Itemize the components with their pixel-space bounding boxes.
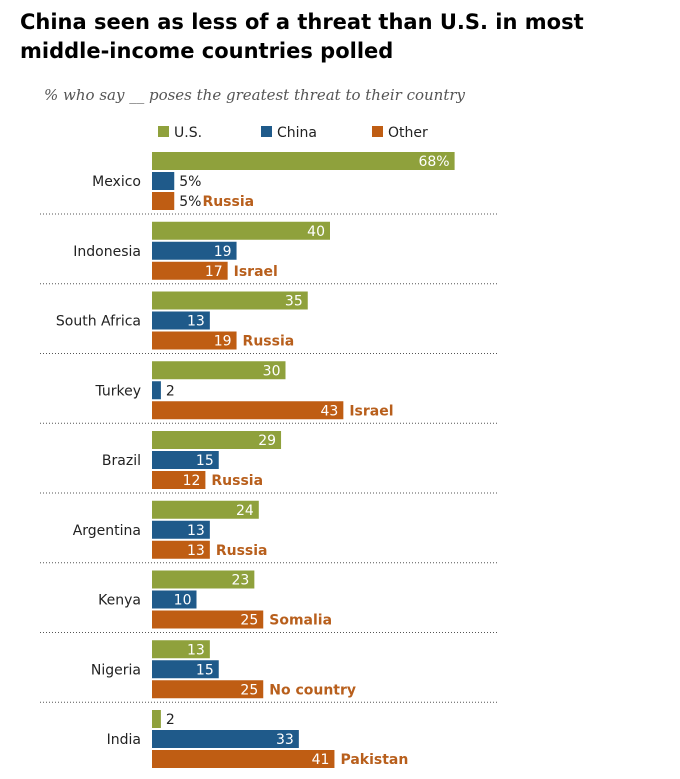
other-country-label: Israel xyxy=(234,264,278,280)
data-label: 13 xyxy=(187,314,205,330)
other-country-label: Russia xyxy=(211,473,263,489)
bar-china xyxy=(152,590,197,609)
legend-label-1: China xyxy=(277,125,317,141)
legend-swatch-0 xyxy=(158,126,169,137)
bar-other xyxy=(152,261,228,280)
country-label: Kenya xyxy=(98,593,141,609)
data-label: 12 xyxy=(183,473,201,489)
bar-other xyxy=(152,471,206,489)
data-label: 15 xyxy=(196,453,214,469)
data-label: 19 xyxy=(214,244,232,260)
chart-title: China seen as less of a threat than U.S.… xyxy=(20,10,584,63)
bar-other xyxy=(152,401,344,420)
other-country-label: Israel xyxy=(349,403,393,419)
country-label: South Africa xyxy=(56,314,141,330)
data-label: 43 xyxy=(321,403,339,419)
bar-us xyxy=(152,431,282,449)
bar-other xyxy=(152,610,264,629)
data-label: 68% xyxy=(418,154,449,170)
bar-china xyxy=(152,451,219,469)
bar-us xyxy=(152,221,330,240)
data-label: 35 xyxy=(285,294,303,310)
data-label: 17 xyxy=(205,264,223,280)
legend-swatch-2 xyxy=(372,126,383,137)
bar-other xyxy=(152,750,335,768)
other-country-label: Russia xyxy=(216,543,268,559)
bar-other xyxy=(152,192,175,210)
bar-china xyxy=(152,241,237,260)
data-label: 5% xyxy=(179,194,201,210)
bar-other xyxy=(152,540,210,559)
country-label: India xyxy=(107,732,141,748)
bar-china xyxy=(152,730,299,748)
chart-subtitle: % who say __ poses the greatest threat t… xyxy=(44,86,465,104)
bar-us xyxy=(152,291,308,310)
other-country-label: Pakistan xyxy=(340,752,408,768)
data-label: 13 xyxy=(187,523,205,539)
other-country-label: Russia xyxy=(202,194,254,210)
data-label: 13 xyxy=(187,642,205,658)
data-label: 19 xyxy=(214,334,232,350)
data-label: 5% xyxy=(179,174,201,190)
data-label: 29 xyxy=(258,433,276,449)
data-label: 41 xyxy=(312,752,330,768)
bar-other xyxy=(152,680,264,699)
legend-label-2: Other xyxy=(388,125,428,141)
data-label: 13 xyxy=(187,543,205,559)
data-label: 2 xyxy=(166,383,175,399)
bar-us xyxy=(152,152,455,170)
country-label: Brazil xyxy=(102,453,141,469)
country-label: Nigeria xyxy=(91,662,141,678)
legend-swatch-1 xyxy=(261,126,272,137)
bar-us xyxy=(152,710,161,728)
country-label: Indonesia xyxy=(73,244,141,260)
bar-us xyxy=(152,570,255,589)
data-label: 25 xyxy=(240,682,258,698)
bar-us xyxy=(152,500,259,519)
country-label: Mexico xyxy=(92,174,141,190)
legend-label-0: U.S. xyxy=(174,125,202,141)
bar-us xyxy=(152,361,286,380)
other-country-label: No country xyxy=(269,682,356,698)
bar-us xyxy=(152,640,210,659)
bar-china xyxy=(152,520,210,539)
data-label: 24 xyxy=(236,503,254,519)
bar-china xyxy=(152,660,219,679)
data-label: 30 xyxy=(263,363,281,379)
other-country-label: Russia xyxy=(243,334,295,350)
bar-china xyxy=(152,311,210,330)
bar-china xyxy=(152,172,175,190)
other-country-label: Somalia xyxy=(269,613,332,629)
data-label: 40 xyxy=(307,224,325,240)
bar-other xyxy=(152,331,237,350)
data-label: 33 xyxy=(276,732,294,748)
data-label: 25 xyxy=(240,613,258,629)
data-label: 10 xyxy=(174,593,192,609)
country-label: Argentina xyxy=(73,523,141,539)
bar-china xyxy=(152,381,161,400)
data-label: 2 xyxy=(166,712,175,728)
data-label: 15 xyxy=(196,662,214,678)
data-label: 23 xyxy=(232,573,250,589)
country-label: Turkey xyxy=(94,383,141,399)
